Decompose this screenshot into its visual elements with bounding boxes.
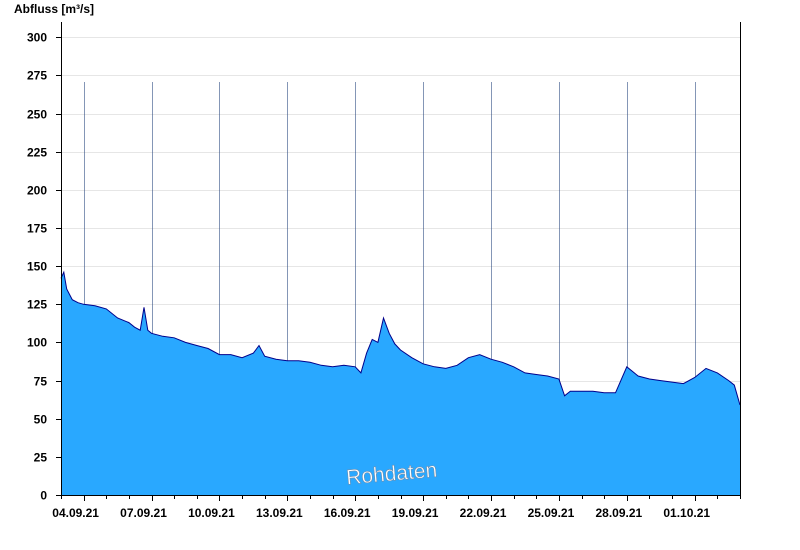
x-tick-label: 13.09.21 <box>256 506 303 520</box>
x-tick-label: 04.09.21 <box>52 506 99 520</box>
x-tick-label: 25.09.21 <box>528 506 575 520</box>
x-tick-label: 01.10.21 <box>663 506 710 520</box>
discharge-line <box>60 270 741 406</box>
y-tick-label: 250 <box>27 108 47 122</box>
y-axis-ticks: 0 25 50 75 100 125 150 175 200 225 250 275 300 <box>27 31 61 503</box>
x-tick-label: 10.09.21 <box>188 506 235 520</box>
y-tick-label: 275 <box>27 69 47 83</box>
y-tick-label: 150 <box>27 260 47 274</box>
y-tick-label: 50 <box>34 413 48 427</box>
y-tick-label: 225 <box>27 146 47 160</box>
x-tick-label: 07.09.21 <box>120 506 167 520</box>
y-tick-label: 75 <box>34 375 48 389</box>
x-tick-label: 19.09.21 <box>392 506 439 520</box>
y-tick-label: 200 <box>27 184 47 198</box>
x-axis-ticks: 04.09.21 07.09.21 10.09.21 13.09.21 16.09.21… <box>52 495 741 520</box>
x-tick-label: 28.09.21 <box>595 506 642 520</box>
x-tick-label: 22.09.21 <box>460 506 507 520</box>
discharge-area <box>61 272 740 495</box>
y-axis-label: Abfluss [m³/s] <box>14 2 94 16</box>
y-tick-label: 100 <box>27 336 47 350</box>
y-tick-label: 300 <box>27 31 47 45</box>
y-tick-label: 125 <box>27 298 47 312</box>
y-tick-label: 175 <box>27 222 47 236</box>
y-tick-label: 0 <box>40 489 47 503</box>
x-tick-label: 16.09.21 <box>324 506 371 520</box>
y-tick-label: 25 <box>34 451 48 465</box>
